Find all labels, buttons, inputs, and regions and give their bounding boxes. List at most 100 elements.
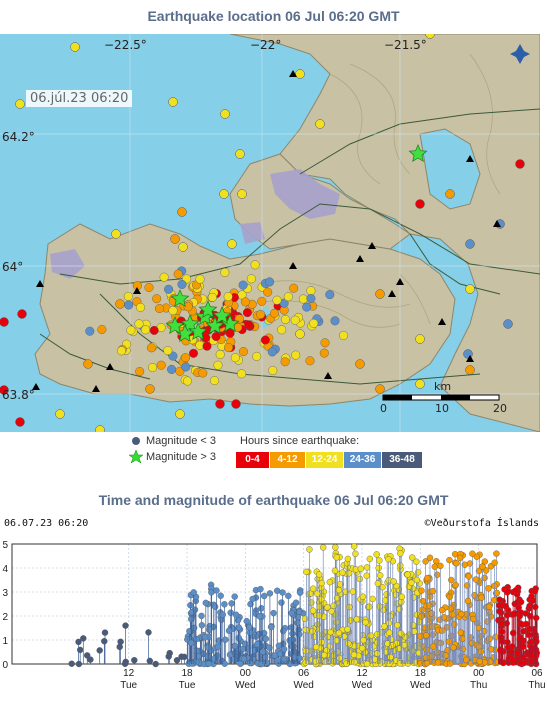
quake-dot	[309, 318, 319, 328]
station-triangle	[466, 155, 474, 162]
quake-dot	[70, 42, 80, 52]
quake-point-24-36	[193, 635, 200, 643]
large-quake-star	[170, 289, 190, 308]
chart-title: Time and magnitude of earthquake 06 Jul …	[98, 492, 449, 508]
x-tick-hour: 18	[415, 668, 427, 679]
quake-dot	[445, 189, 455, 199]
legend-small-label: Magnitude < 3	[146, 435, 217, 447]
quake-point-24-36	[257, 585, 264, 593]
y-tick-label: 2	[2, 612, 8, 623]
quake-dot	[305, 356, 315, 366]
quake-point-24-36	[235, 624, 243, 631]
quake-point-24-36	[211, 655, 218, 662]
quake-point-36-48	[122, 622, 129, 629]
map-title: Earthquake location 06 Jul 06:20 GMT	[147, 8, 400, 24]
chart-timestamp: 06.07.23 06:20	[4, 518, 89, 529]
x-tick-hour: 18	[181, 668, 193, 679]
quake-point-4-12	[476, 658, 483, 665]
quake-point-24-36	[280, 655, 288, 663]
quake-dot	[223, 292, 233, 302]
quake-point-4-12	[446, 660, 454, 667]
quake-point-24-36	[190, 589, 197, 596]
quake-point-4-12	[418, 587, 425, 594]
quake-dot	[235, 149, 245, 159]
x-tick-hour: 06	[531, 668, 543, 679]
quake-point-12-24	[374, 650, 381, 657]
quake-dot	[202, 341, 212, 351]
quake-point-4-12	[465, 573, 472, 580]
station-triangle	[388, 290, 396, 297]
quake-point-36-48	[121, 660, 129, 668]
quake-point-0-4	[504, 587, 512, 595]
quake-point-12-24	[373, 551, 380, 558]
quake-dot	[115, 299, 125, 309]
quake-point-12-24	[386, 629, 393, 637]
quake-dot	[145, 384, 155, 394]
quake-point-12-24	[333, 637, 340, 644]
magnitude-time-chart: 0 1 2 3 4 5 12 Tue 18 Tue 00 Wed 06 Wed 12 Wed 18 Wed 00 Th…	[0, 530, 547, 700]
quake-point-12-24	[394, 621, 401, 629]
quake-dot	[260, 335, 270, 345]
quake-point-4-12	[456, 554, 464, 562]
quake-point-12-24	[367, 632, 375, 639]
quake-dot	[250, 260, 260, 270]
quake-point-0-4	[516, 612, 523, 620]
station-triangle	[106, 363, 114, 370]
quake-dot	[515, 159, 525, 169]
quake-point-0-4	[531, 588, 539, 595]
quake-point-24-36	[204, 644, 212, 651]
quake-dot	[167, 364, 177, 374]
quake-point-0-4	[528, 638, 535, 646]
quake-point-0-4	[528, 593, 535, 600]
quake-point-12-24	[318, 595, 325, 603]
quake-point-12-24	[366, 603, 373, 611]
quake-point-12-24	[335, 629, 343, 637]
quake-point-0-4	[498, 602, 506, 610]
quake-point-12-24	[333, 594, 341, 602]
quake-point-0-4	[504, 612, 511, 619]
quake-dot	[154, 304, 164, 314]
quake-dot	[177, 279, 187, 289]
quake-point-24-36	[258, 605, 265, 612]
quake-point-4-12	[419, 597, 427, 605]
scale-tick-10: 10	[435, 402, 449, 415]
quake-point-4-12	[447, 605, 454, 612]
age-class-24-36: 24-36	[344, 452, 381, 468]
quake-point-24-36	[266, 590, 274, 597]
quake-point-24-36	[213, 587, 220, 594]
quake-point-12-24	[360, 636, 367, 644]
earthquake-map[interactable]: 06.júl.23 06:20 −22.5° −22° −21.5° 64.2°…	[0, 34, 540, 432]
quake-dot	[289, 283, 299, 293]
quake-point-24-36	[187, 615, 195, 623]
quake-dot	[124, 300, 134, 310]
quake-point-24-36	[240, 655, 248, 663]
large-quake-star	[165, 316, 185, 335]
quake-dot	[219, 189, 229, 199]
quake-dot	[195, 274, 205, 284]
quake-point-24-36	[211, 603, 219, 611]
legend-large-label: Magnitude > 3	[146, 451, 217, 463]
quake-dot	[237, 189, 247, 199]
quake-point-24-36	[270, 609, 277, 617]
quake-dot	[238, 347, 248, 357]
quake-point-12-24	[359, 593, 367, 600]
quake-point-24-36	[274, 656, 281, 664]
quake-point-12-24	[306, 546, 313, 553]
station-triangle	[133, 287, 141, 294]
quake-point-24-36	[228, 600, 235, 607]
quake-dot	[242, 308, 252, 318]
quake-point-24-36	[221, 660, 228, 667]
quake-point-12-24	[301, 615, 309, 623]
quake-point-12-24	[344, 555, 352, 563]
quake-point-24-36	[256, 613, 263, 620]
quake-point-24-36	[262, 654, 269, 661]
quake-dot	[83, 359, 93, 369]
quake-point-4-12	[469, 615, 477, 623]
quake-point-12-24	[330, 602, 337, 610]
quake-dot	[163, 346, 173, 356]
map-legend: Magnitude < 3 Magnitude > 3 Hours since …	[0, 434, 547, 484]
quake-point-24-36	[246, 629, 254, 636]
station-triangle	[289, 262, 297, 269]
quake-dot	[238, 280, 248, 290]
x-tick-day: Thu	[528, 680, 545, 691]
